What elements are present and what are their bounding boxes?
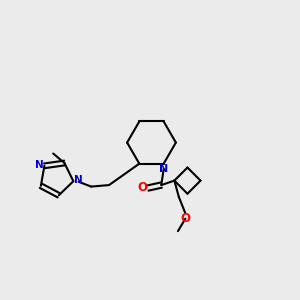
Text: O: O	[138, 181, 148, 194]
Text: N: N	[159, 164, 168, 174]
Text: N: N	[74, 175, 83, 185]
Text: O: O	[180, 212, 190, 225]
Text: N: N	[35, 160, 44, 170]
